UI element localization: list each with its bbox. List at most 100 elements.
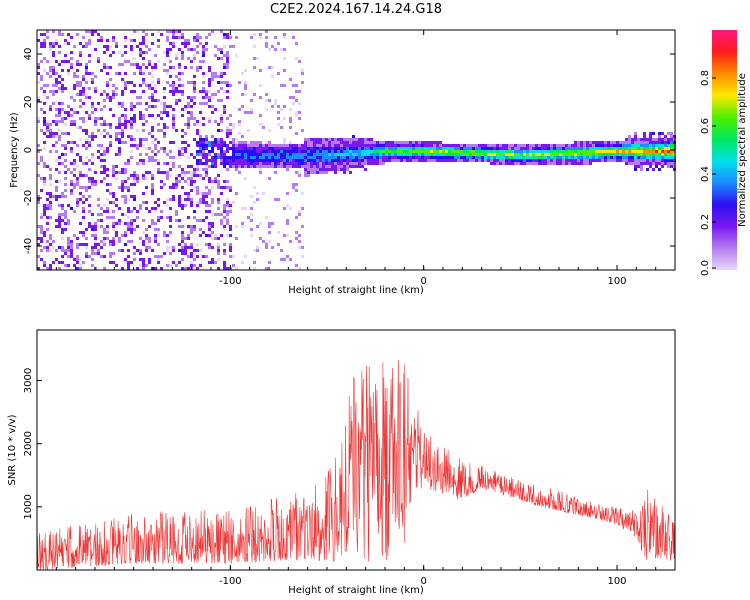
spectrogram-cell	[43, 123, 46, 126]
spectrogram-cell	[268, 162, 271, 165]
spectrogram-cell	[487, 153, 490, 156]
spectrogram-cell	[436, 153, 439, 156]
spectrogram-cell	[370, 141, 373, 144]
spectrogram-cell	[223, 267, 226, 270]
spectrogram-cell	[118, 141, 121, 144]
spectrogram-cell	[214, 153, 217, 156]
spectrogram-cell	[190, 204, 193, 207]
spectrogram-cell	[229, 189, 232, 192]
spectrogram-cell	[199, 198, 202, 201]
spectrogram-cell	[151, 135, 154, 138]
spectrogram-cell	[187, 192, 190, 195]
spectrogram-cell	[415, 156, 418, 159]
spectrogram-cell	[313, 168, 316, 171]
spectrogram-cell	[43, 57, 46, 60]
spectrogram-cell	[205, 36, 208, 39]
spectrogram-cell	[232, 45, 235, 48]
spectrogram-cell	[640, 159, 643, 162]
spectrogram-cell	[46, 207, 49, 210]
spectrogram-cell	[88, 114, 91, 117]
spectrogram-cell	[70, 147, 73, 150]
spectrogram-cell	[403, 153, 406, 156]
spectrogram-cell	[205, 171, 208, 174]
spectrogram-cell	[346, 138, 349, 141]
spectrogram-cell	[133, 177, 136, 180]
spectrogram-cell	[253, 144, 256, 147]
spectrogram-cell	[169, 264, 172, 267]
spectrogram-cell	[406, 144, 409, 147]
spectrogram-cell	[580, 144, 583, 147]
spectrogram-cell	[178, 156, 181, 159]
spectrogram-cell	[271, 45, 274, 48]
spectrogram-cell	[409, 159, 412, 162]
spectrogram-cell	[193, 36, 196, 39]
spectrogram-cell	[88, 60, 91, 63]
spectrogram-cell	[208, 159, 211, 162]
spectrogram-cell	[436, 144, 439, 147]
spectrogram-cell	[214, 237, 217, 240]
spectrogram-cell	[244, 162, 247, 165]
spectrogram-cell	[139, 84, 142, 87]
spectrogram-cell	[226, 81, 229, 84]
spectrogram-cell	[172, 120, 175, 123]
spectrogram-cell	[91, 183, 94, 186]
spectrogram-cell	[319, 171, 322, 174]
spectrogram-cell	[205, 159, 208, 162]
spectrogram-cell	[241, 162, 244, 165]
spectrogram-cell	[259, 222, 262, 225]
spectrogram-cell	[37, 174, 40, 177]
spectrogram-cell	[646, 159, 649, 162]
spectrogram-cell	[232, 123, 235, 126]
spectrogram-cell	[457, 156, 460, 159]
spectrogram-cell	[265, 165, 268, 168]
spectrogram-cell	[394, 159, 397, 162]
spectrogram-cell	[199, 264, 202, 267]
spectrogram-cell	[82, 117, 85, 120]
spectrogram-cell	[154, 240, 157, 243]
spectrogram-cell	[355, 159, 358, 162]
spectrogram-cell	[649, 135, 652, 138]
spectrogram-cell	[175, 30, 178, 33]
spectrogram-cell	[130, 222, 133, 225]
spectrogram-cell	[178, 147, 181, 150]
spectrogram-cell	[97, 117, 100, 120]
spectrogram-cell	[85, 138, 88, 141]
spectrogram-cell	[157, 258, 160, 261]
spectrogram-cell	[217, 99, 220, 102]
spectrogram-cell	[85, 69, 88, 72]
spectrogram-cell	[109, 126, 112, 129]
spectrogram-cell	[55, 114, 58, 117]
spectrogram-cell	[343, 141, 346, 144]
spectrogram-cell	[220, 219, 223, 222]
spectrogram-cell	[304, 144, 307, 147]
spectrogram-cell	[85, 255, 88, 258]
spectrogram-cell	[514, 156, 517, 159]
spectrogram-cell	[358, 147, 361, 150]
spectrogram-cell	[643, 141, 646, 144]
spectrogram-cell	[385, 144, 388, 147]
spectrogram-cell	[469, 156, 472, 159]
spectrogram-cell	[154, 147, 157, 150]
spectrogram-cell	[247, 162, 250, 165]
spectrogram-cell	[103, 120, 106, 123]
spectrogram-cell	[544, 156, 547, 159]
spectrogram-cell	[160, 147, 163, 150]
spectrogram-cell	[289, 258, 292, 261]
spectrogram-cell	[580, 156, 583, 159]
spectrogram-cell	[169, 75, 172, 78]
spectrogram-cell	[100, 117, 103, 120]
spectrogram-cell	[289, 141, 292, 144]
spectrogram-cell	[160, 255, 163, 258]
spectrogram-cell	[274, 153, 277, 156]
snr-series-line	[36, 360, 676, 570]
spectrogram-cell	[73, 99, 76, 102]
spectrogram-cell	[187, 255, 190, 258]
spectrogram-cell	[91, 33, 94, 36]
spectrogram-cell	[277, 72, 280, 75]
spectrogram-cell	[670, 150, 673, 153]
spectrogram-cell	[118, 72, 121, 75]
spectrogram-cell	[337, 138, 340, 141]
spectrogram-cell	[256, 159, 259, 162]
spectrogram-cell	[292, 36, 295, 39]
spectrogram-cell	[283, 156, 286, 159]
